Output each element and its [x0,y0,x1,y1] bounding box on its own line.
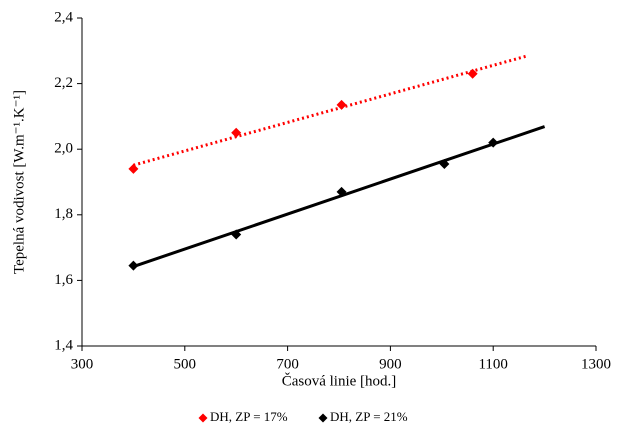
legend-marker [318,413,328,423]
legend-label: DH, ZP = 17% [210,409,288,424]
legend-marker [198,413,208,423]
x-tick-label: 500 [174,356,197,372]
point [231,127,242,138]
x-tick-label: 900 [379,356,402,372]
x-tick-label: 300 [71,356,94,372]
point [336,186,347,197]
point [336,99,347,110]
point [231,229,242,240]
trendline [132,125,546,268]
y-tick-label: 2,0 [54,141,73,157]
point [439,158,450,169]
point [128,163,139,174]
y-tick-label: 2,4 [54,9,73,25]
y-tick-label: 1,8 [54,206,73,222]
y-axis-title: Tepelná vodivost [W.m⁻¹.K⁻¹] [11,90,27,274]
trendline [132,54,528,167]
x-tick-label: 700 [276,356,299,372]
x-axis-title: Časová linie [hod.] [282,372,397,389]
y-tick-label: 1,4 [54,337,73,353]
y-tick-label: 1,6 [54,272,73,288]
x-tick-label: 1300 [581,356,611,372]
legend-label: DH, ZP = 21% [330,409,408,424]
point [488,137,499,148]
point [128,260,139,271]
point [467,68,478,79]
y-tick-label: 2,2 [54,75,73,91]
x-tick-label: 1100 [478,356,507,372]
